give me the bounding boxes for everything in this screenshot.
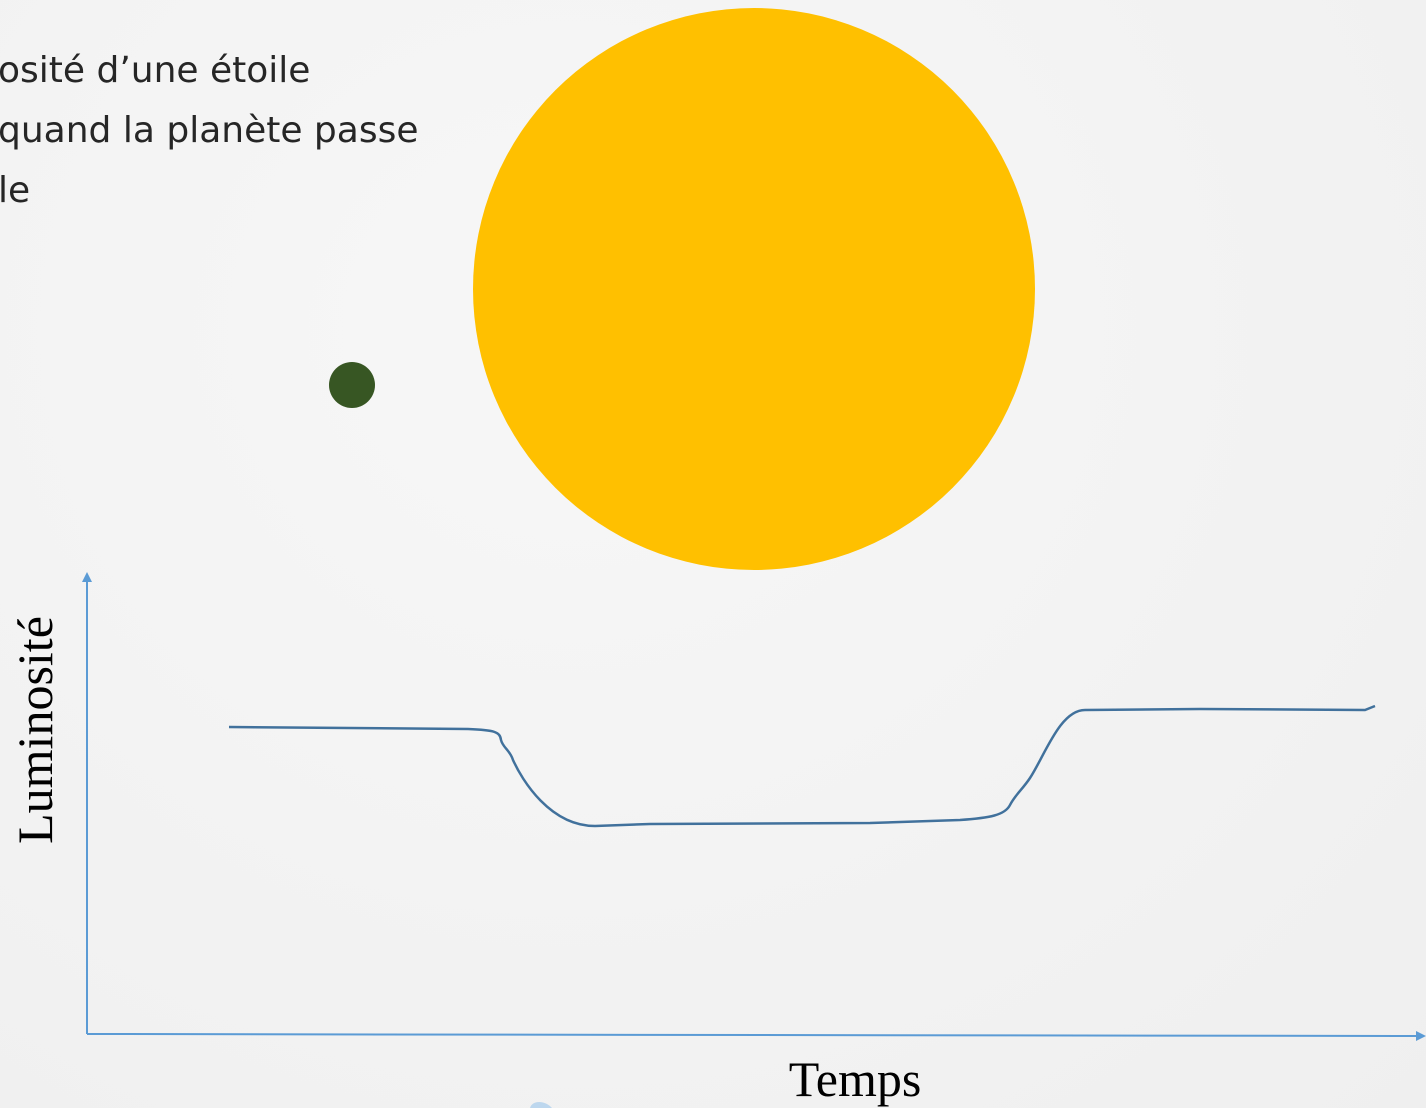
caption-line: osité d’une étoile <box>0 50 310 91</box>
page: osité d’une étoile quand la planète pass… <box>0 0 1426 1108</box>
light-curve <box>229 706 1375 826</box>
caption-line: quand la planète passe <box>0 110 419 151</box>
planet <box>329 362 375 408</box>
slide: osité d’une étoile quand la planète pass… <box>0 0 1426 1108</box>
star <box>473 8 1035 570</box>
decoration <box>530 1102 552 1108</box>
y-axis-label: Luminosité <box>7 616 63 844</box>
x-axis-label: Temps <box>789 1051 922 1107</box>
caption-line: le <box>0 170 30 211</box>
x-axis <box>87 1034 1424 1036</box>
